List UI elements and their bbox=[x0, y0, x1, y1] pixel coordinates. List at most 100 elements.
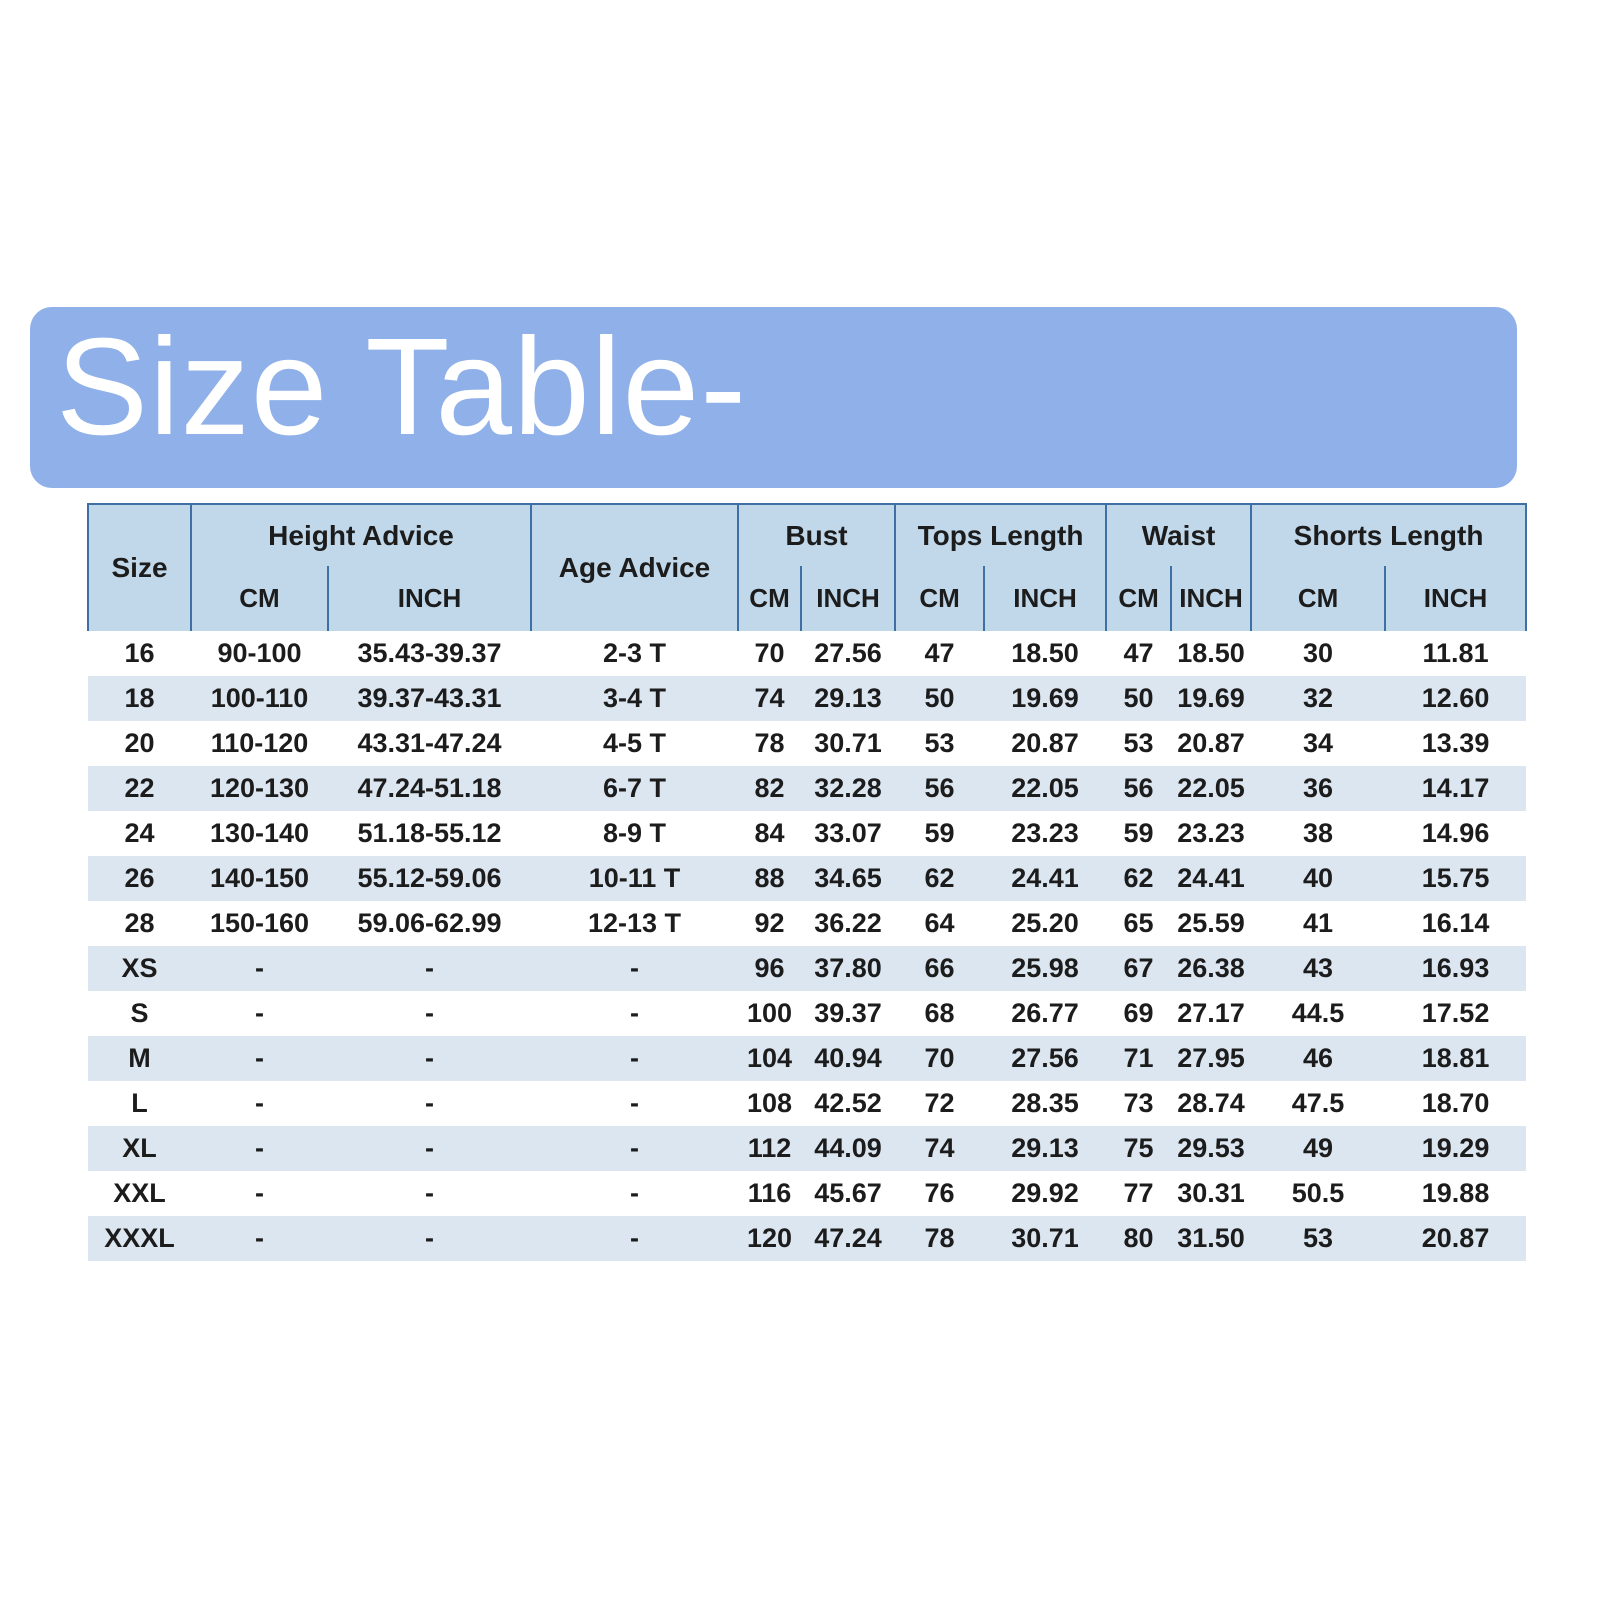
col-header-height-advice: Height Advice bbox=[189, 503, 532, 566]
table-cell: - bbox=[191, 1216, 328, 1261]
table-cell: 32.28 bbox=[801, 766, 896, 811]
table-cell: - bbox=[255, 1088, 264, 1118]
subheader-bust-cm: CM bbox=[737, 566, 802, 631]
table-cell: 62 bbox=[895, 856, 985, 901]
table-cell: - bbox=[630, 1088, 640, 1118]
table-cell: 37.80 bbox=[801, 946, 896, 991]
table-cell: 84 bbox=[754, 818, 785, 848]
table-cell: 22.05 bbox=[984, 766, 1107, 811]
table-cell: 20.87 bbox=[1177, 728, 1245, 758]
table-cell: 104 bbox=[738, 1036, 802, 1081]
table-header: Size Height Advice Age Advice Bust Tops … bbox=[87, 503, 1528, 631]
table-cell: 49 bbox=[1251, 1126, 1386, 1171]
table-cell: - bbox=[630, 1178, 640, 1208]
table-cell: 53 bbox=[924, 728, 955, 758]
table-cell: 3-4 T bbox=[531, 676, 739, 721]
table-cell: 18.50 bbox=[1011, 638, 1079, 668]
table-cell: 80 bbox=[1106, 1216, 1172, 1261]
table-cell: 78 bbox=[754, 728, 785, 758]
table-cell: 108 bbox=[746, 1088, 793, 1118]
table-cell: - bbox=[531, 1216, 739, 1261]
subheader-waist-cm: CM bbox=[1105, 566, 1172, 631]
table-cell: - bbox=[328, 1216, 532, 1261]
table-cell: 10-11 T bbox=[531, 856, 739, 901]
table-cell: 66 bbox=[895, 946, 985, 991]
table-cell: 51.18-55.12 bbox=[357, 818, 502, 848]
table-cell: - bbox=[328, 946, 532, 991]
table-row: 20 110-120 43.31-47.24 4-5 T 78 30.71 53 20.87 5… bbox=[88, 721, 1526, 766]
table-cell: 70 bbox=[895, 1036, 985, 1081]
page-title: Size Table- bbox=[56, 309, 748, 464]
table-cell: 29.13 bbox=[801, 676, 896, 721]
table-cell: 24.41 bbox=[1171, 856, 1252, 901]
table-cell: 26.77 bbox=[1011, 998, 1079, 1028]
table-cell: 74 bbox=[895, 1126, 985, 1171]
row-size-label: XS bbox=[88, 946, 191, 991]
table-cell: 71 bbox=[1106, 1036, 1172, 1081]
table-cell: 18.50 bbox=[1177, 638, 1245, 668]
table-cell: - bbox=[255, 1178, 264, 1208]
table-cell: 4-5 T bbox=[603, 728, 667, 758]
table-cell: 59.06-62.99 bbox=[357, 908, 502, 938]
table-cell: 20.87 bbox=[1385, 1216, 1527, 1261]
table-cell: 43 bbox=[1251, 946, 1386, 991]
col-header-tops-length: Tops Length bbox=[894, 503, 1107, 566]
col-header-size: Size bbox=[87, 503, 191, 631]
table-cell: 120-130 bbox=[191, 766, 328, 811]
table-row: XS - - -96 37.80 66 25.98 67 26.38 43 16.93 bbox=[88, 946, 1527, 991]
subheader-shorts-inch: INCH bbox=[1384, 566, 1528, 631]
table-cell: 27.17 bbox=[1177, 998, 1245, 1028]
table-cell: 82 bbox=[738, 766, 802, 811]
table-cell: 27.56 bbox=[984, 1036, 1107, 1081]
table-cell: 6-7 T bbox=[531, 766, 739, 811]
table-cell: 22.05 bbox=[1171, 766, 1252, 811]
row-size-label: 24 bbox=[124, 818, 155, 848]
table-cell: 30.71 bbox=[984, 1216, 1107, 1261]
table-cell: 44.09 bbox=[801, 1126, 896, 1171]
table-cell: 12.60 bbox=[1385, 676, 1527, 721]
row-size-label: 16 bbox=[124, 638, 155, 668]
table-cell: 29.53 bbox=[1171, 1126, 1252, 1171]
table-cell: 39.37 bbox=[814, 998, 882, 1028]
table-cell: 14.17 bbox=[1385, 766, 1527, 811]
row-size-label: 18 bbox=[88, 676, 191, 721]
table-cell: 30 bbox=[1303, 638, 1334, 668]
table-cell: 53 bbox=[1123, 728, 1154, 758]
table-cell: 47.24 bbox=[801, 1216, 896, 1261]
table-cell: 40 bbox=[1251, 856, 1386, 901]
table-cell: 40.94 bbox=[801, 1036, 896, 1081]
table-cell: 75 bbox=[1106, 1126, 1172, 1171]
table-cell: 96 bbox=[738, 946, 802, 991]
table-cell: - bbox=[191, 1036, 328, 1081]
table-cell: - bbox=[531, 946, 739, 991]
subheader-waist-inch: INCH bbox=[1170, 566, 1252, 631]
table-cell: 25.59 bbox=[1177, 908, 1245, 938]
table-cell: - bbox=[630, 998, 640, 1028]
col-header-bust: Bust bbox=[737, 503, 896, 566]
subheader-tops-inch: INCH bbox=[983, 566, 1107, 631]
subheader-height-cm: CM bbox=[190, 566, 328, 631]
table-cell: 43.31-47.24 bbox=[357, 728, 502, 758]
table-cell: 16.14 bbox=[1421, 908, 1490, 938]
table-cell: 112 bbox=[738, 1126, 802, 1171]
row-size-label: L bbox=[131, 1088, 148, 1118]
table-cell: 38 bbox=[1303, 818, 1334, 848]
table-row: 16 90-100 35.43-39.37 2-3 T 70 27.56 47 18.50 47… bbox=[88, 631, 1526, 676]
table-row: M - - -104 40.94 70 27.56 71 27.95 46 18.81 bbox=[88, 1036, 1527, 1081]
table-cell: 14.96 bbox=[1421, 818, 1490, 848]
table-cell: 25.98 bbox=[984, 946, 1107, 991]
table-cell: 47.5 bbox=[1291, 1088, 1345, 1118]
row-size-label: 20 bbox=[124, 728, 155, 758]
table-cell: 100 bbox=[746, 998, 793, 1028]
table-cell: 16.93 bbox=[1385, 946, 1527, 991]
table-cell: 47 bbox=[1123, 638, 1154, 668]
row-size-label: S bbox=[130, 998, 149, 1028]
table-cell: 30.31 bbox=[1177, 1178, 1245, 1208]
table-cell: 70 bbox=[754, 638, 785, 668]
table-row: 26 140-150 55.12-59.06 10-11 T 88 34.65 62 24.4… bbox=[88, 856, 1527, 901]
table-cell: 88 bbox=[738, 856, 802, 901]
row-size-label: XXXL bbox=[88, 1216, 191, 1261]
table-cell: 50 bbox=[895, 676, 985, 721]
table-cell: 74 bbox=[738, 676, 802, 721]
